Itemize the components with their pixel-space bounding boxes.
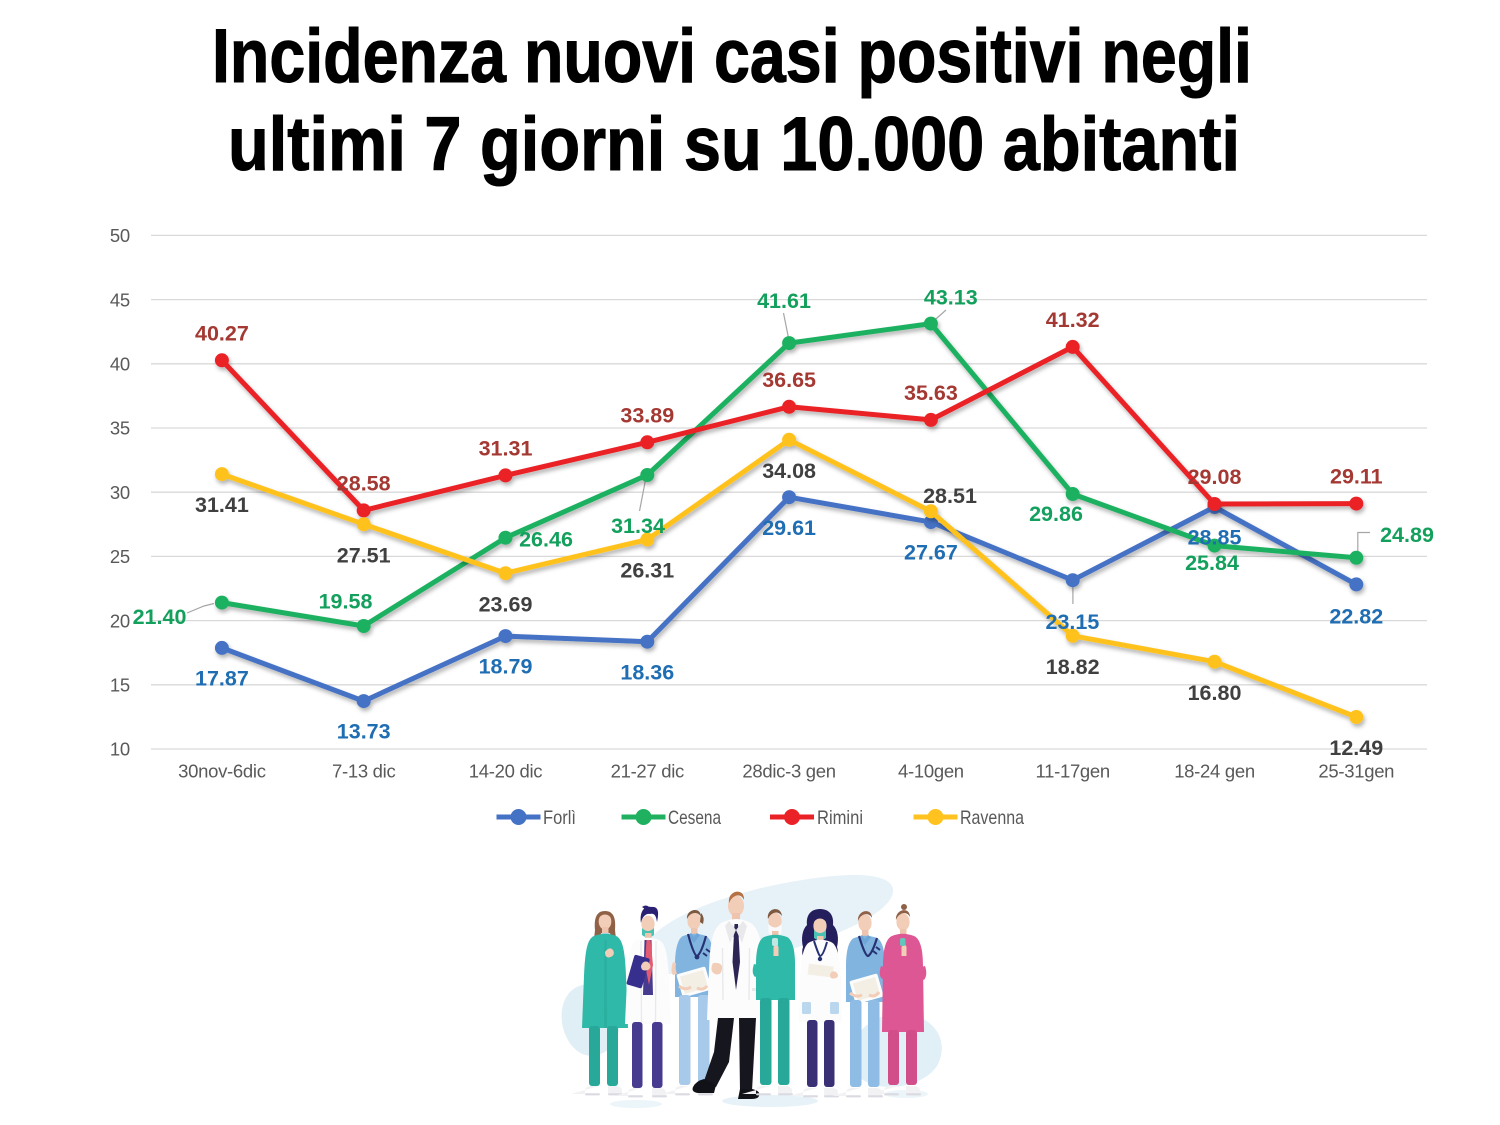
svg-text:30nov-6dic: 30nov-6dic — [178, 761, 266, 782]
svg-text:14-20 dic: 14-20 dic — [469, 761, 542, 782]
svg-text:25-31gen: 25-31gen — [1318, 761, 1394, 782]
svg-text:36.65: 36.65 — [762, 368, 816, 392]
svg-text:35: 35 — [110, 418, 130, 439]
svg-text:26.31: 26.31 — [620, 559, 674, 583]
svg-text:33.89: 33.89 — [620, 403, 674, 427]
svg-text:23.69: 23.69 — [479, 592, 533, 616]
svg-text:12.49: 12.49 — [1329, 736, 1383, 760]
svg-text:35.63: 35.63 — [904, 381, 958, 405]
svg-text:16.80: 16.80 — [1188, 681, 1242, 705]
svg-text:29.08: 29.08 — [1188, 465, 1242, 489]
svg-text:24.89: 24.89 — [1380, 523, 1434, 547]
svg-text:15: 15 — [110, 675, 130, 696]
svg-text:20: 20 — [110, 610, 130, 631]
svg-text:13.73: 13.73 — [337, 720, 391, 744]
svg-text:21-27 dic: 21-27 dic — [611, 761, 684, 782]
svg-text:19.58: 19.58 — [319, 590, 373, 614]
svg-text:Ravenna: Ravenna — [960, 807, 1024, 829]
svg-text:29.61: 29.61 — [762, 516, 816, 540]
svg-text:4-10gen: 4-10gen — [898, 761, 964, 782]
svg-text:26.46: 26.46 — [519, 528, 573, 552]
svg-text:Incidenza nuovi casi positivi: Incidenza nuovi casi positivi negli — [212, 14, 1252, 99]
svg-text:10: 10 — [110, 739, 130, 760]
svg-text:28.51: 28.51 — [923, 484, 977, 508]
svg-text:45: 45 — [110, 289, 130, 310]
svg-text:17.87: 17.87 — [195, 667, 249, 691]
svg-text:43.13: 43.13 — [924, 285, 978, 309]
svg-text:7-13 dic: 7-13 dic — [332, 761, 395, 782]
svg-text:22.82: 22.82 — [1329, 605, 1383, 629]
svg-text:27.51: 27.51 — [337, 543, 391, 567]
svg-text:29.11: 29.11 — [1330, 465, 1383, 489]
svg-text:30: 30 — [110, 482, 130, 503]
svg-text:18.36: 18.36 — [620, 660, 674, 684]
svg-text:25: 25 — [110, 546, 130, 567]
svg-text:23.15: 23.15 — [1045, 610, 1099, 634]
svg-text:25.84: 25.84 — [1185, 551, 1239, 575]
svg-text:41.32: 41.32 — [1046, 308, 1100, 332]
svg-text:Cesena: Cesena — [668, 807, 721, 829]
svg-text:34.08: 34.08 — [762, 459, 816, 483]
svg-text:ultimi 7 giorni su 10.000 abit: ultimi 7 giorni su 10.000 abitanti — [228, 102, 1240, 187]
svg-text:28.85: 28.85 — [1188, 526, 1242, 550]
svg-text:27.67: 27.67 — [904, 541, 958, 565]
svg-text:Forlì: Forlì — [543, 807, 576, 829]
svg-text:Rimini: Rimini — [817, 807, 863, 829]
svg-text:31.34: 31.34 — [611, 514, 665, 538]
svg-text:50: 50 — [110, 225, 130, 246]
svg-text:40: 40 — [110, 354, 130, 375]
svg-text:40.27: 40.27 — [195, 321, 249, 345]
svg-text:31.41: 31.41 — [195, 493, 249, 517]
svg-text:21.40: 21.40 — [133, 605, 187, 629]
svg-text:11-17gen: 11-17gen — [1035, 761, 1109, 782]
svg-text:18.79: 18.79 — [479, 655, 533, 679]
svg-text:28.58: 28.58 — [337, 472, 391, 496]
svg-text:31.31: 31.31 — [479, 437, 533, 461]
svg-text:18.82: 18.82 — [1046, 655, 1100, 679]
svg-text:41.61: 41.61 — [757, 289, 811, 313]
svg-text:18-24 gen: 18-24 gen — [1174, 761, 1255, 782]
svg-text:29.86: 29.86 — [1029, 502, 1083, 526]
svg-text:28dic-3 gen: 28dic-3 gen — [742, 761, 835, 782]
